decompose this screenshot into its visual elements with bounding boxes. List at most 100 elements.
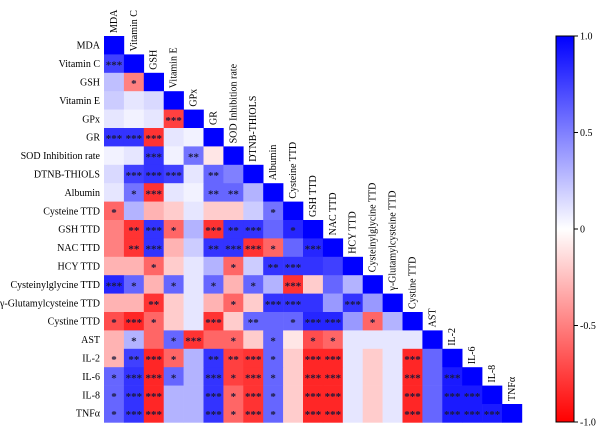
cell-albumin-gr	[203, 183, 224, 202]
cell-tnfalpha-cysteinylglycine-ttd	[362, 404, 383, 423]
cell-dtnb-thiols-gsh	[143, 164, 164, 184]
cell-il-2-vitamin-c	[123, 348, 145, 368]
cell-ast-mda	[104, 330, 125, 350]
cell-il-6-dtnb-thiols	[243, 367, 264, 386]
cell-cystine-ttd-gamma-glutamylcysteine-ttd	[382, 312, 403, 331]
cell-gr-vitamin-c	[123, 128, 145, 147]
cell-cysteine-ttd-sod-inhibition-rate	[223, 201, 244, 221]
cell-gsh-ttd-gr	[203, 220, 224, 239]
cell-il-8-mda	[104, 385, 125, 405]
cell-gsh-ttd-sod-inhibition-rate	[223, 220, 244, 239]
cell-il-8-il-6	[462, 385, 483, 405]
cell-gsh-ttd-gsh	[143, 220, 164, 239]
cell-il-6-gsh-ttd	[303, 367, 324, 386]
cell-tnfalpha-gr	[203, 404, 224, 423]
sig-il-8-il-6: ***	[464, 391, 481, 403]
cell-nac-ttd-cysteine-ttd	[283, 238, 304, 258]
cell-cystine-ttd-gpx	[183, 312, 204, 331]
sig-il-6-nac-ttd: ***	[325, 372, 342, 384]
sig-tnfalpha-il-8: ***	[484, 409, 501, 421]
sig-gamma-glutamylcysteine-ttd-hcy-ttd: ***	[345, 299, 362, 311]
cell-sod-inhibition-rate-vitamin-e	[163, 146, 184, 166]
sig-tnfalpha-gsh: ***	[146, 409, 163, 421]
cell-tnfalpha-albumin	[263, 404, 284, 423]
cell-cysteinylglycine-ttd-gsh-ttd	[303, 275, 324, 294]
cell-gamma-glutamylcysteine-ttd-gr	[203, 293, 224, 313]
cell-il-6-vitamin-e	[163, 367, 184, 386]
cell-cysteine-ttd-gpx	[183, 201, 204, 221]
cell-hcy-ttd-hcy-ttd	[342, 256, 363, 276]
cell-tnfalpha-vitamin-c	[123, 404, 145, 423]
sig-gsh-ttd-gsh: ***	[146, 225, 163, 237]
cell-cysteinylglycine-ttd-nac-ttd	[322, 275, 344, 294]
cell-nac-ttd-vitamin-c	[123, 238, 145, 258]
cell-mda-mda	[104, 36, 125, 55]
cell-ast-gamma-glutamylcysteine-ttd	[382, 330, 403, 350]
sig-cysteinylglycine-ttd-mda: ***	[106, 280, 123, 292]
cell-il-8-ast	[422, 385, 443, 405]
sig-il-2-albumin: *	[270, 354, 276, 366]
row-label-gr: GR	[86, 133, 100, 144]
sig-hcy-ttd-cysteine-ttd: ***	[285, 262, 302, 274]
sig-il-2-mda: *	[111, 354, 117, 366]
cell-il-2-il-2	[442, 348, 463, 368]
cell-il-8-gamma-glutamylcysteine-ttd	[382, 385, 403, 405]
sig-tnfalpha-vitamin-c: ***	[126, 409, 143, 421]
cell-il-8-il-8	[482, 385, 503, 405]
cell-tnfalpha-gsh-ttd	[303, 404, 324, 423]
cell-cysteinylglycine-ttd-vitamin-e	[163, 275, 184, 294]
cell-il-6-il-6	[462, 367, 483, 386]
sig-il-8-cystine-ttd: ***	[404, 391, 421, 403]
cell-cysteinylglycine-ttd-cysteinylglycine-ttd	[362, 275, 383, 294]
sig-il-2-vitamin-c: **	[128, 354, 140, 366]
sig-tnfalpha-mda: *	[111, 409, 117, 421]
sig-cystine-ttd-gr: ***	[205, 317, 222, 329]
sig-cysteinylglycine-ttd-cysteine-ttd: ***	[285, 280, 302, 292]
sig-il-8-gsh: ***	[146, 391, 163, 403]
cell-il-2-cystine-ttd	[402, 348, 423, 368]
cell-sod-inhibition-rate-gsh	[143, 146, 164, 166]
sig-il-6-gr: ***	[205, 372, 222, 384]
sig-sod-inhibition-rate-gpx: **	[188, 152, 200, 164]
cell-albumin-gpx	[183, 183, 204, 202]
sig-albumin-sod-inhibition-rate: **	[228, 188, 240, 200]
row-label-il-2: IL-2	[82, 354, 100, 365]
sig-ast-sod-inhibition-rate: *	[231, 336, 237, 348]
row-label-cysteine-ttd: Cysteine TTD	[43, 206, 100, 217]
sig-il-8-gsh-ttd: ***	[305, 391, 322, 403]
cell-ast-gsh-ttd	[303, 330, 324, 350]
cell-ast-cysteine-ttd	[283, 330, 304, 350]
cell-cysteinylglycine-ttd-gsh	[143, 275, 164, 294]
cell-hcy-ttd-gpx	[183, 256, 204, 276]
significance-marks: ********** *** ****** ***** *** *** *** *** ** **…	[106, 60, 501, 422]
cell-tnfalpha-il-2	[442, 404, 463, 423]
column-label-mda: MDA	[109, 9, 120, 33]
sig-sod-inhibition-rate-gsh: ***	[146, 152, 163, 164]
cell-cysteine-ttd-vitamin-e	[163, 201, 184, 221]
sig-hcy-ttd-gsh: *	[151, 262, 157, 274]
cell-albumin-sod-inhibition-rate	[223, 183, 244, 202]
sig-cystine-ttd-cysteine-ttd: *	[290, 317, 296, 329]
cell-gsh-ttd-albumin	[263, 220, 284, 239]
sig-cystine-ttd-gsh-ttd: ***	[305, 317, 322, 329]
cell-gpx-mda	[104, 109, 125, 129]
cell-gamma-glutamylcysteine-ttd-nac-ttd	[322, 293, 344, 313]
cell-dtnb-thiols-gpx	[183, 164, 204, 184]
cell-dtnb-thiols-vitamin-e	[163, 164, 184, 184]
cell-hcy-ttd-vitamin-c	[123, 256, 145, 276]
column-label-hcy-ttd: HCY TTD	[348, 211, 359, 254]
cell-tnfalpha-il-8	[482, 404, 503, 423]
cell-cystine-ttd-vitamin-c	[123, 312, 145, 331]
column-label-gamma-glutamylcysteine-ttd: γ-Glutamylcysteine TTD	[388, 191, 399, 292]
cell-tnfalpha-dtnb-thiols	[243, 404, 264, 423]
cell-cysteinylglycine-ttd-sod-inhibition-rate	[223, 275, 244, 294]
column-label-gsh: GSH	[149, 50, 160, 70]
cell-il-8-gpx	[183, 385, 204, 405]
cell-nac-ttd-nac-ttd	[322, 238, 344, 258]
row-label-vitamin-c: Vitamin C	[59, 59, 101, 70]
cell-tnfalpha-tnfalpha	[502, 404, 523, 423]
cell-ast-ast	[422, 330, 443, 350]
cell-ast-gr	[203, 330, 224, 350]
cell-tnfalpha-gsh	[143, 404, 164, 423]
